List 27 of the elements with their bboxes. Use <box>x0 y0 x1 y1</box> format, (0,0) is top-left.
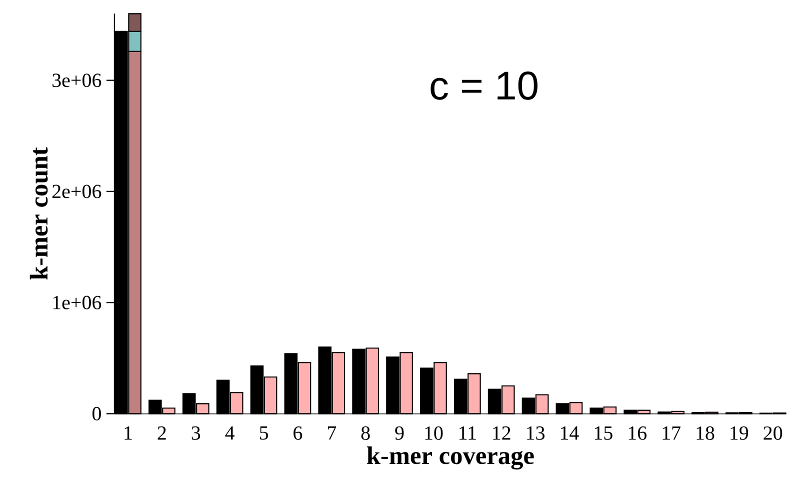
y-tick-label: 2e+06 <box>52 184 102 198</box>
x-tick-label: 18 <box>696 426 714 440</box>
x-tick-label: 15 <box>594 426 612 440</box>
x-tick-label: 12 <box>493 426 510 440</box>
annotation: c = 10 <box>430 72 538 100</box>
x-tick-label: 2 <box>158 426 166 440</box>
x-tick-label: 8 <box>361 426 370 440</box>
x-tick-label: 10 <box>425 426 443 440</box>
x-tick-label: 6 <box>294 426 302 440</box>
x-tick-label: 16 <box>628 426 647 440</box>
x-axis-title: k-mer coverage <box>367 446 534 470</box>
x-tick-label: 20 <box>764 426 782 440</box>
x-tick-label: 3 <box>192 426 200 440</box>
y-axis-title: k-mer count <box>30 147 48 280</box>
x-tick-label: 9 <box>395 426 404 440</box>
y-tick-label: 3e+06 <box>52 74 102 88</box>
x-tick-label: 19 <box>730 426 748 440</box>
y-tick-label: 0 <box>92 406 101 420</box>
x-tick-label: 11 <box>460 426 476 440</box>
x-tick-label: 14 <box>560 426 579 440</box>
x-tick-label: 4 <box>225 426 235 440</box>
x-tick-label: 1 <box>124 426 132 440</box>
y-tick-label: 1e+06 <box>53 296 102 310</box>
x-tick-label: 17 <box>662 426 680 440</box>
x-tick-label: 5 <box>260 426 268 440</box>
x-tick-label: 13 <box>527 426 544 440</box>
x-tick-label: 7 <box>328 426 336 440</box>
